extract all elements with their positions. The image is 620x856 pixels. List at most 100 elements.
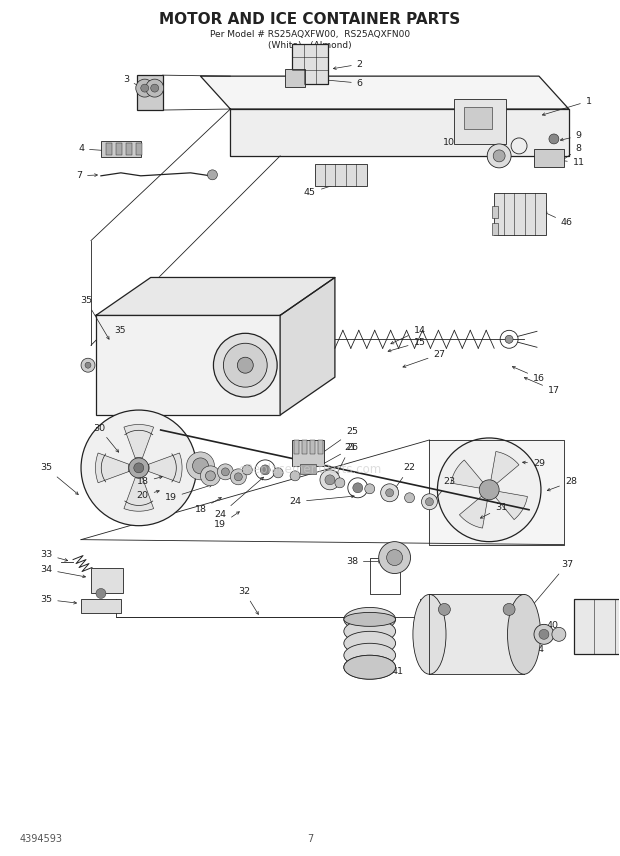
- Bar: [294, 440, 299, 454]
- Circle shape: [387, 550, 402, 566]
- Circle shape: [213, 333, 277, 397]
- Circle shape: [438, 603, 450, 615]
- Circle shape: [353, 483, 363, 493]
- Bar: [492, 223, 498, 235]
- Circle shape: [534, 624, 554, 645]
- Text: 19: 19: [165, 484, 212, 502]
- Circle shape: [81, 410, 197, 526]
- Bar: [96, 315, 280, 415]
- Text: (White)   (Almond): (White) (Almond): [268, 41, 352, 50]
- Text: 45: 45: [304, 183, 337, 197]
- Ellipse shape: [344, 632, 396, 655]
- Polygon shape: [149, 453, 182, 483]
- Text: 24: 24: [289, 495, 354, 506]
- Circle shape: [81, 358, 95, 372]
- Polygon shape: [95, 453, 129, 483]
- Circle shape: [96, 588, 106, 598]
- Text: 24: 24: [215, 477, 264, 520]
- Text: 35: 35: [40, 595, 76, 604]
- Text: 29: 29: [523, 460, 545, 468]
- Text: MOTOR AND ICE CONTAINER PARTS: MOTOR AND ICE CONTAINER PARTS: [159, 12, 461, 27]
- Text: 19: 19: [215, 512, 239, 529]
- Text: 41: 41: [380, 652, 404, 675]
- Circle shape: [505, 336, 513, 343]
- Circle shape: [85, 362, 91, 368]
- Bar: [430, 594, 524, 675]
- Text: 4394593: 4394593: [19, 834, 62, 844]
- Circle shape: [221, 468, 229, 476]
- Text: 35: 35: [80, 296, 109, 339]
- Circle shape: [205, 471, 215, 481]
- Bar: [318, 440, 323, 454]
- Bar: [292, 45, 328, 84]
- Ellipse shape: [344, 612, 396, 627]
- Bar: [464, 107, 492, 129]
- Bar: [454, 99, 506, 144]
- Text: 14: 14: [391, 326, 425, 344]
- Text: 33: 33: [40, 550, 68, 562]
- Text: 26: 26: [319, 443, 358, 467]
- Polygon shape: [495, 491, 528, 520]
- Bar: [81, 599, 121, 614]
- Polygon shape: [231, 109, 569, 156]
- Circle shape: [141, 84, 149, 92]
- Text: 21: 21: [337, 443, 356, 475]
- Circle shape: [151, 84, 159, 92]
- Text: 16: 16: [512, 366, 545, 383]
- Text: 4: 4: [78, 145, 107, 153]
- Text: 23: 23: [434, 478, 456, 501]
- Bar: [315, 163, 367, 186]
- Circle shape: [425, 498, 433, 506]
- Circle shape: [503, 603, 515, 615]
- Circle shape: [134, 463, 144, 473]
- Circle shape: [136, 79, 154, 97]
- Circle shape: [379, 542, 410, 574]
- Text: 10: 10: [443, 132, 476, 147]
- Circle shape: [386, 489, 394, 496]
- Text: 7: 7: [76, 171, 97, 181]
- Text: 27: 27: [403, 350, 445, 367]
- Circle shape: [438, 438, 541, 542]
- Ellipse shape: [344, 644, 396, 667]
- Circle shape: [200, 466, 220, 486]
- Text: 7: 7: [307, 834, 313, 844]
- Circle shape: [320, 470, 340, 490]
- Ellipse shape: [344, 655, 396, 679]
- Bar: [494, 193, 546, 235]
- Ellipse shape: [344, 655, 396, 679]
- Polygon shape: [430, 440, 564, 544]
- Circle shape: [273, 468, 283, 478]
- Bar: [302, 440, 307, 454]
- Bar: [136, 143, 142, 155]
- Circle shape: [231, 469, 246, 484]
- Text: 40: 40: [537, 621, 559, 635]
- Text: 37: 37: [531, 560, 573, 607]
- Bar: [91, 568, 123, 593]
- Text: 30: 30: [93, 424, 118, 452]
- Circle shape: [381, 484, 399, 502]
- Polygon shape: [459, 496, 487, 528]
- Circle shape: [335, 478, 345, 488]
- Circle shape: [552, 627, 566, 641]
- Circle shape: [549, 134, 559, 144]
- Bar: [310, 440, 315, 454]
- Bar: [285, 69, 305, 87]
- Polygon shape: [124, 425, 154, 458]
- Bar: [492, 205, 498, 217]
- Text: 11: 11: [554, 158, 585, 168]
- Ellipse shape: [413, 594, 446, 675]
- Ellipse shape: [508, 594, 541, 675]
- Text: 32: 32: [238, 587, 259, 615]
- Circle shape: [129, 458, 149, 478]
- Circle shape: [487, 144, 511, 168]
- Polygon shape: [280, 277, 335, 415]
- Bar: [116, 143, 122, 155]
- Text: 3: 3: [123, 74, 146, 89]
- Text: 46: 46: [544, 212, 573, 227]
- Text: 28: 28: [547, 478, 577, 490]
- Circle shape: [223, 343, 267, 387]
- Polygon shape: [96, 277, 335, 315]
- Bar: [106, 143, 112, 155]
- Polygon shape: [124, 478, 154, 511]
- Circle shape: [218, 464, 233, 480]
